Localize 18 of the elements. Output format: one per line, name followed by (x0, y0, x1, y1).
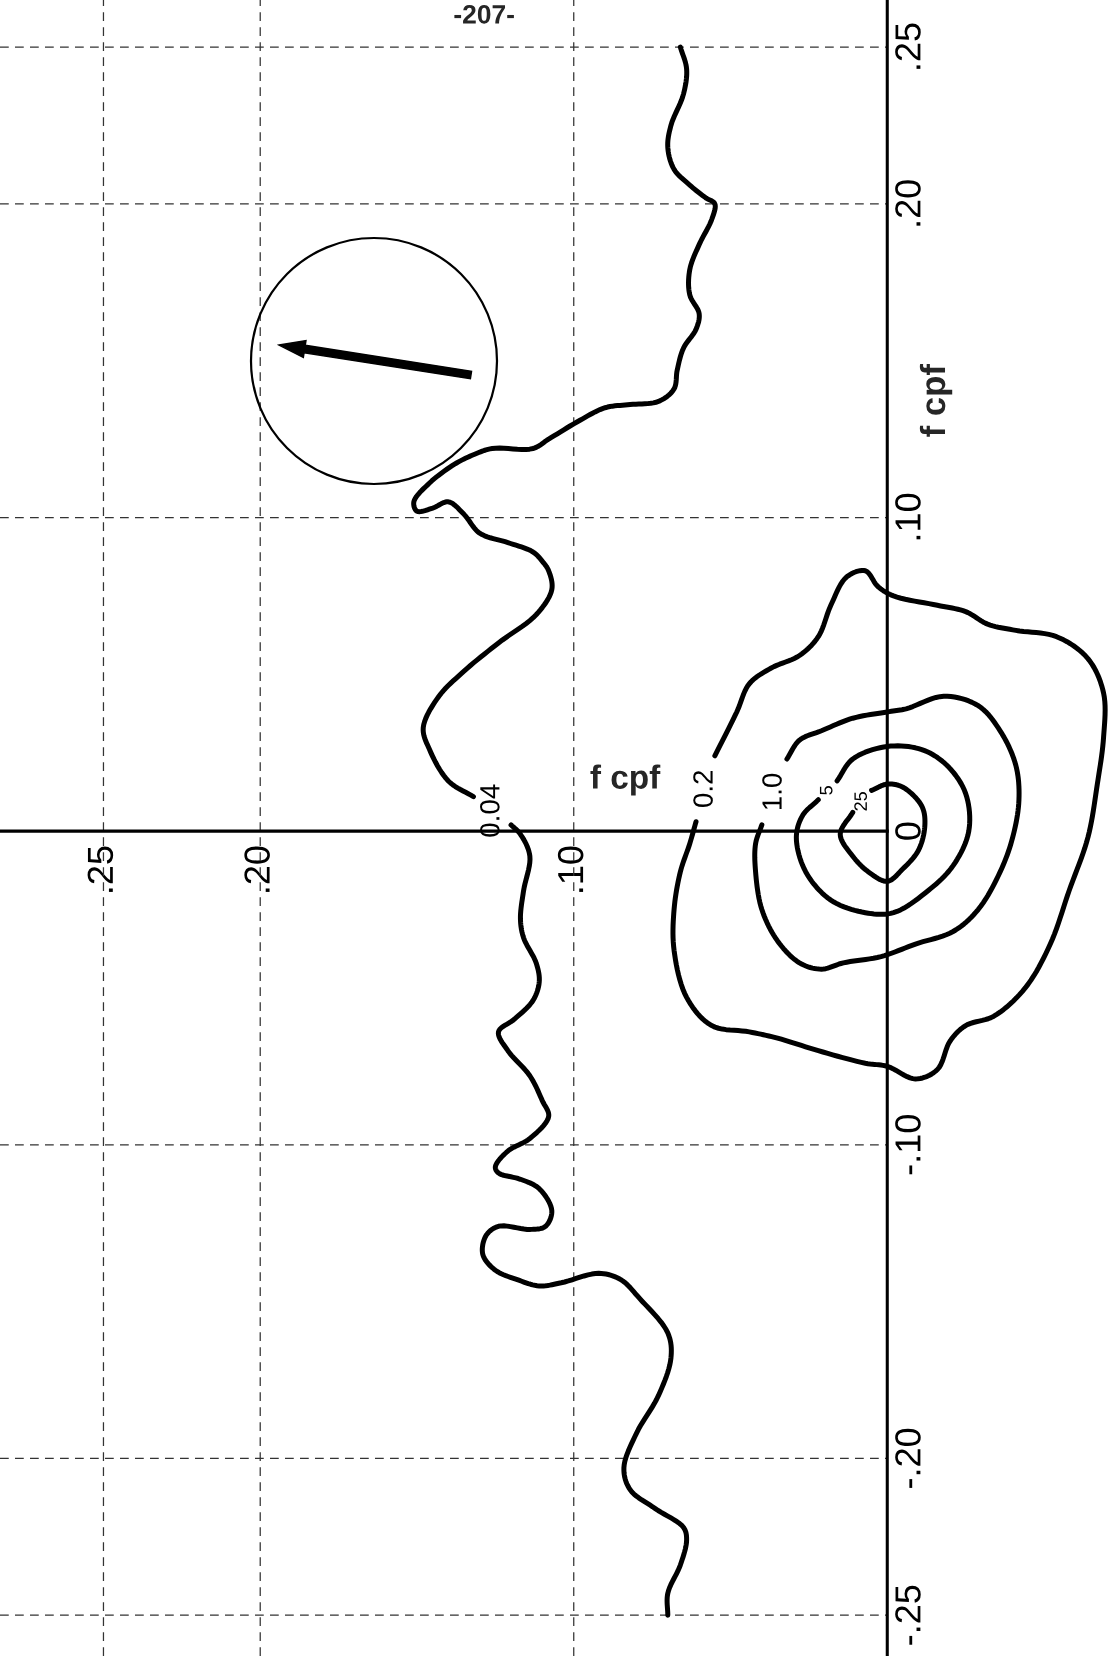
text: 25 (854, 792, 868, 811)
text: 0.04 (480, 784, 500, 837)
y-tick-label: -.20 (895, 1428, 921, 1488)
text: 0.2 (693, 770, 713, 808)
y-tick-label: .25 (895, 23, 921, 69)
y-tick-label: 0 (895, 822, 921, 840)
x-tick-label: .10 (557, 846, 584, 892)
x-tick-label: .20 (244, 846, 270, 892)
y-tick-label: -.10 (895, 1115, 921, 1175)
x-axis-title: f cpf (590, 764, 661, 796)
text: 1.0 (762, 773, 782, 810)
y-tick-label: .20 (895, 180, 921, 226)
y-tick-label: -.25 (895, 1585, 921, 1645)
y-tick-label: .10 (895, 493, 921, 540)
text: 5 (819, 786, 833, 795)
y-axis-title: f cpf (919, 364, 953, 437)
x-tick-label: .25 (87, 846, 114, 892)
annotation: -207- (454, 4, 514, 24)
